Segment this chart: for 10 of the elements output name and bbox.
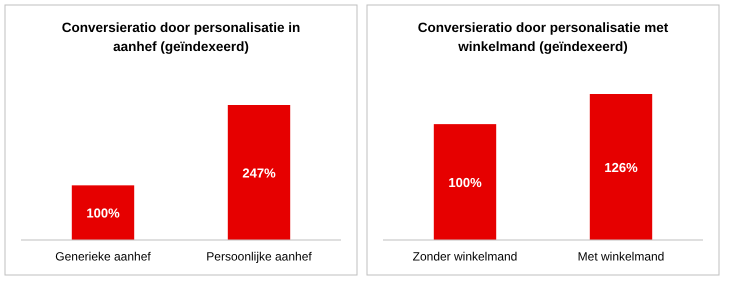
chart-title: Conversieratio door personalisatie in aanhef (geïndexeerd): [62, 20, 300, 54]
x-tick-label: Zonder winkelmand: [412, 250, 518, 264]
data-label: 100%: [448, 175, 482, 190]
data-label: 126%: [604, 160, 638, 175]
data-label: 100%: [86, 206, 120, 221]
x-tick-label: Generieke aanhef: [55, 250, 152, 264]
chart-title: Conversieratio door personalisatie met winkelmand (geïndexeerd): [418, 20, 669, 54]
x-tick-label: Persoonlijke aanhef: [206, 250, 312, 264]
data-label: 247%: [242, 166, 276, 180]
x-tick-label: Met winkelmand: [578, 250, 664, 264]
